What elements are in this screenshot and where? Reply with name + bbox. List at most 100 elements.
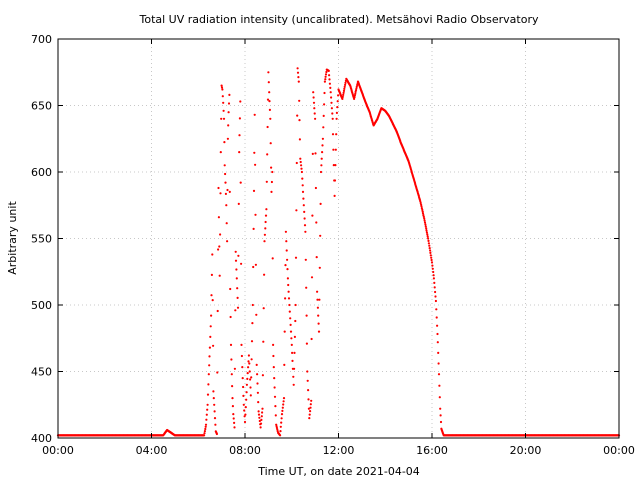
data-point	[232, 413, 235, 416]
data-point	[319, 234, 322, 237]
data-point	[330, 107, 333, 110]
data-point	[321, 151, 324, 154]
data-point	[243, 415, 246, 418]
data-point	[437, 373, 441, 376]
data-point	[323, 103, 326, 106]
data-point	[233, 367, 236, 370]
data-point	[242, 385, 245, 389]
data-point	[354, 90, 357, 93]
data-point	[328, 74, 331, 77]
data-point	[203, 430, 206, 433]
data-point	[264, 220, 267, 224]
data-point	[209, 325, 212, 328]
x-tick-label: 04:00	[136, 444, 168, 457]
data-point	[205, 413, 208, 416]
data-point	[353, 94, 356, 97]
data-point	[422, 214, 425, 217]
data-point	[355, 87, 358, 90]
data-point	[324, 73, 328, 76]
y-tick-label: 600	[31, 166, 52, 179]
data-point	[268, 108, 271, 111]
data-point	[342, 93, 345, 96]
data-point	[315, 221, 318, 224]
data-point	[335, 111, 338, 114]
data-point	[244, 413, 247, 416]
data-point	[205, 418, 208, 421]
data-point	[427, 242, 430, 245]
data-point	[314, 117, 317, 120]
data-point	[437, 351, 440, 354]
data-point	[427, 239, 430, 242]
data-point	[314, 186, 317, 190]
data-point	[248, 362, 251, 365]
data-point	[217, 216, 220, 219]
data-point	[255, 313, 258, 316]
data-point	[432, 277, 435, 280]
data-point	[321, 137, 324, 140]
data-point	[247, 354, 250, 357]
data-point	[307, 398, 310, 401]
data-point	[257, 410, 260, 413]
data-point	[354, 92, 357, 95]
data-point	[216, 309, 219, 313]
data-point	[273, 395, 277, 398]
data-point	[423, 217, 426, 220]
data-point	[258, 419, 261, 423]
data-point	[207, 383, 210, 386]
data-point	[298, 99, 301, 102]
data-point	[222, 109, 225, 112]
data-point	[204, 427, 207, 431]
data-point	[293, 335, 296, 338]
data-point	[260, 418, 263, 421]
data-point	[226, 188, 229, 192]
data-point	[317, 314, 320, 317]
data-point	[353, 97, 356, 100]
data-point	[307, 407, 310, 410]
data-point	[323, 91, 326, 95]
data-point	[223, 164, 226, 167]
data-point	[280, 421, 283, 424]
data-point	[328, 82, 331, 85]
data-point	[266, 98, 270, 101]
data-point	[221, 88, 224, 91]
data-point	[320, 157, 323, 160]
data-point	[263, 233, 266, 236]
data-point	[288, 310, 291, 313]
data-point	[243, 420, 247, 424]
data-point	[250, 358, 253, 361]
data-point	[261, 374, 264, 377]
data-point	[428, 244, 431, 247]
data-point	[268, 100, 271, 103]
data-point	[259, 422, 263, 425]
data-point	[325, 70, 328, 74]
data-point	[421, 210, 424, 213]
data-point	[343, 87, 346, 90]
data-point	[314, 152, 317, 155]
data-point	[308, 413, 311, 416]
x-tick-label: 20:00	[510, 444, 542, 457]
data-point	[298, 138, 301, 141]
data-point	[260, 415, 263, 418]
data-point	[324, 75, 327, 78]
data-point	[257, 401, 260, 404]
data-point	[239, 181, 242, 184]
data-point	[250, 376, 253, 379]
data-point	[333, 194, 336, 197]
x-tick-label: 16:00	[416, 444, 448, 457]
x-axis-label: Time UT, on date 2021-04-04	[257, 465, 420, 478]
data-point	[262, 307, 265, 310]
data-point	[310, 276, 314, 279]
data-point	[245, 398, 248, 401]
data-point	[310, 337, 313, 341]
data-point	[238, 151, 241, 154]
data-point	[204, 423, 208, 426]
data-point	[256, 382, 259, 385]
data-point	[356, 83, 359, 87]
data-point	[266, 125, 269, 129]
data-point	[221, 95, 224, 98]
data-point	[322, 126, 325, 129]
data-point	[306, 379, 309, 382]
data-point	[434, 290, 437, 294]
data-point	[210, 294, 213, 297]
data-point	[261, 407, 264, 410]
